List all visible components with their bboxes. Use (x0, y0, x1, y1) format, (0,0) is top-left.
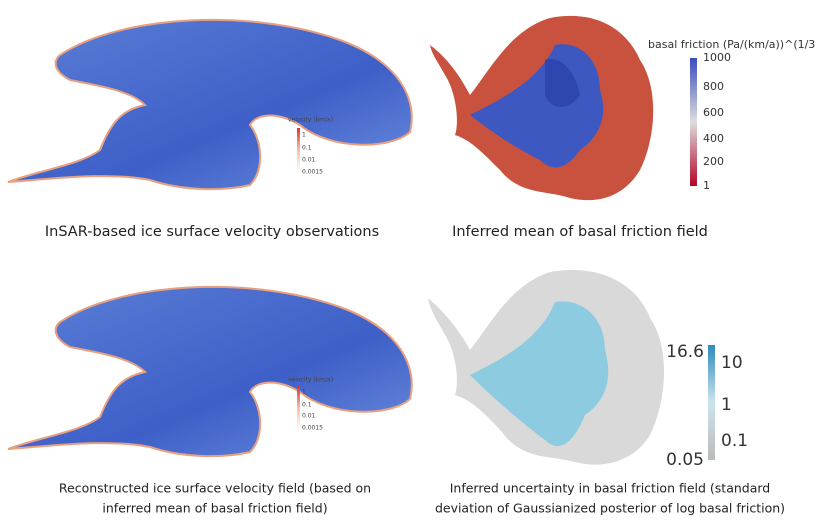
colorbar-tick: 400 (703, 132, 724, 145)
colorbar-min: 0.05 (666, 450, 704, 470)
velocity-map (8, 287, 412, 456)
colorbar (708, 345, 715, 460)
colorbar-tick: 1 (703, 179, 710, 192)
colorbar-tick: 1000 (703, 51, 731, 64)
colorbar-tick: 1 (302, 389, 306, 396)
caption: inferred mean of basal friction field) (102, 501, 327, 516)
colorbar-tick: 0.1 (302, 145, 312, 152)
colorbar-tick: 0.0015 (302, 425, 323, 432)
colorbar-tick: 600 (703, 106, 724, 119)
friction-map (430, 16, 653, 200)
velocity-map (8, 20, 412, 189)
colorbar-tick: 0.1 (721, 431, 748, 451)
colorbar-tick: 0.0015 (302, 169, 323, 176)
colorbar-tick: 0.01 (302, 157, 316, 164)
colorbar-label: velocity (km/a) (288, 377, 333, 384)
colorbar-tick: 1 (721, 395, 732, 415)
colorbar-tick: 1 (302, 132, 306, 139)
caption: InSAR-based ice surface velocity observa… (45, 224, 379, 240)
colorbar-tick: 0.01 (302, 413, 316, 420)
caption: Inferred mean of basal friction field (452, 224, 708, 240)
colorbar (297, 128, 300, 172)
colorbar (690, 58, 697, 186)
figure: velocity (km/a) 1 0.1 0.01 0.0015 InSAR-… (0, 0, 816, 525)
caption: deviation of Gaussianized posterior of l… (435, 501, 785, 516)
colorbar-tick: 0.1 (302, 402, 312, 409)
colorbar-tick: 200 (703, 155, 724, 168)
uncertainty-map (428, 270, 664, 465)
colorbar-max: 16.6 (666, 342, 704, 362)
colorbar-tick: 10 (721, 353, 743, 373)
caption: Reconstructed ice surface velocity field… (59, 481, 371, 496)
colorbar-label: basal friction (Pa/(km/a))^(1/3) (648, 38, 816, 51)
colorbar-label: velocity (km/a) (288, 117, 333, 124)
caption: Inferred uncertainty in basal friction f… (450, 481, 771, 496)
colorbar (297, 386, 300, 430)
colorbar-tick: 800 (703, 80, 724, 93)
